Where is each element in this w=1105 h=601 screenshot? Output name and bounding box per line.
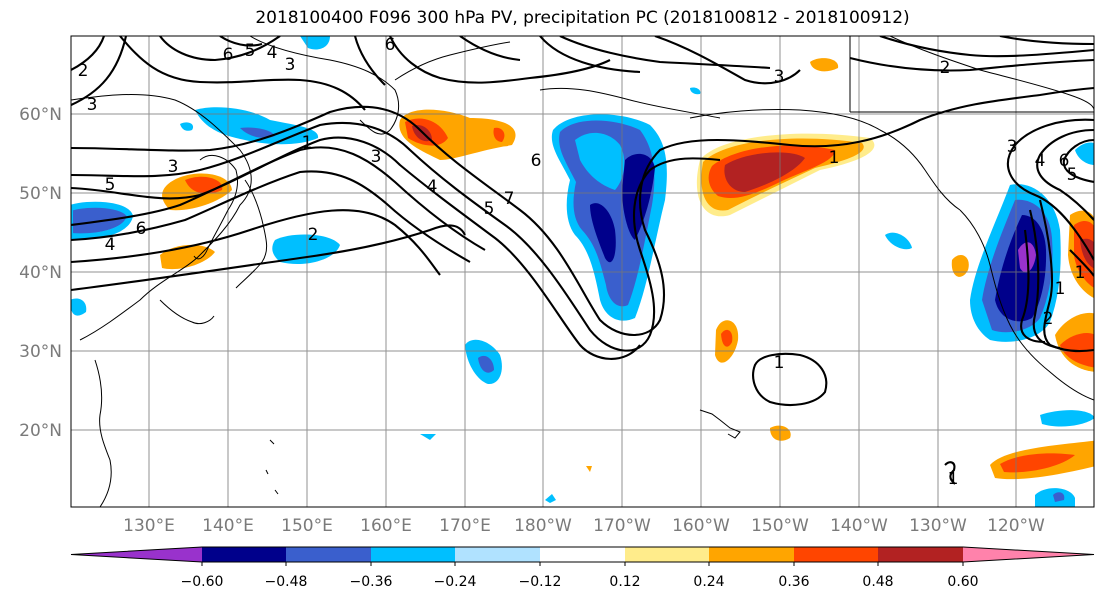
- pv-contour-label: 1: [1075, 263, 1086, 283]
- pv-contour-label: 4: [427, 177, 438, 197]
- lon-label: 150°E: [281, 516, 333, 536]
- colorbar-tick-label: 0.60: [947, 574, 978, 590]
- lon-label: 140°E: [202, 516, 254, 536]
- lon-label: 150°W: [751, 516, 809, 536]
- pv-contours: [71, 36, 1094, 485]
- colorbar-segment: [794, 547, 878, 562]
- lon-label: 130°W: [909, 516, 967, 536]
- lat-label: 30°N: [19, 342, 62, 362]
- colorbar-tick-label: −0.24: [434, 574, 477, 590]
- pv-contour-label: 1: [1055, 279, 1066, 299]
- lon-label: 170°E: [439, 516, 491, 536]
- colorbar-tick-label: −0.36: [350, 574, 393, 590]
- colorbar-tick-label: 0.36: [778, 574, 809, 590]
- pv-contour-label: 2: [78, 61, 89, 81]
- colorbar-segment: [71, 547, 202, 562]
- colorbar-segment: [540, 547, 625, 562]
- colorbar-tick-label: 0.48: [862, 574, 893, 590]
- pv-contour-label: 1: [774, 353, 785, 373]
- colorbar-segment: [963, 547, 1094, 562]
- lon-label: 170°W: [593, 516, 651, 536]
- pv-contour-label: 4: [1035, 151, 1046, 171]
- map-plot-area: 2 3 6 5 4 3 6 1 3 5 6 4 2 3 4 5 7 6 3 1 …: [71, 35, 1094, 507]
- pv-contour-label: 3: [1007, 137, 1018, 157]
- pv-contour-label: 3: [168, 157, 179, 177]
- pv-contour-labels: 2 3 6 5 4 3 6 1 3 5 6 4 2 3 4 5 7 6 3 1 …: [78, 35, 1086, 489]
- pv-contour-label: 6: [385, 35, 396, 55]
- lon-label: 130°E: [123, 516, 175, 536]
- colorbar-segment: [286, 547, 371, 562]
- colorbar-tick-label: 0.24: [693, 574, 724, 590]
- colorbar-tick-label: −0.12: [519, 574, 562, 590]
- pv-contour-label: 4: [267, 43, 278, 63]
- pv-contour-label: 2: [308, 225, 319, 245]
- map-title: 2018100400 F096 300 hPa PV, precipitatio…: [255, 8, 910, 28]
- colorbar-segment: [709, 547, 794, 562]
- pv-contour-label: 1: [948, 469, 959, 489]
- pv-contour-label: 6: [531, 151, 542, 171]
- pv-contour-label: 1: [829, 148, 840, 168]
- colorbar-tick-label: 0.12: [609, 574, 640, 590]
- pv-contour-label: 3: [285, 55, 296, 75]
- colorbar-segment: [455, 547, 540, 562]
- lat-label: 40°N: [19, 263, 62, 283]
- lon-label: 180°W: [514, 516, 572, 536]
- colorbar-tick-label: −0.48: [265, 574, 308, 590]
- pv-contour-label: 5: [484, 199, 495, 219]
- map-gridlines: [71, 36, 1094, 507]
- pv-contour-label: 5: [245, 41, 256, 61]
- precip-negative-shading: [71, 36, 1094, 507]
- colorbar-tick-label: −0.60: [181, 574, 224, 590]
- pv-contour-label: 7: [504, 189, 515, 209]
- pv-contour-label: 6: [136, 219, 147, 239]
- pv-contour-label: 2: [940, 58, 951, 78]
- pv-contour-label: 5: [105, 175, 116, 195]
- pv-contour-label: 5: [1067, 165, 1078, 185]
- latitude-axis: 60°N 50°N 40°N 30°N 20°N: [19, 105, 62, 441]
- pv-contour-label: 3: [87, 95, 98, 115]
- pv-contour-label: 6: [1059, 151, 1070, 171]
- lon-label: 160°W: [672, 516, 730, 536]
- pv-contour-label: 2: [1043, 309, 1054, 329]
- pv-contour-label: 1: [302, 133, 313, 153]
- coastlines: [71, 36, 1094, 507]
- colorbar-segment: [625, 547, 709, 562]
- lon-label: 120°W: [987, 516, 1045, 536]
- colorbar-ticks: −0.60 −0.48 −0.36 −0.24 −0.12 0.12 0.24 …: [181, 574, 979, 590]
- lat-label: 20°N: [19, 421, 62, 441]
- lon-label: 160°E: [360, 516, 412, 536]
- longitude-axis: 130°E 140°E 150°E 160°E 170°E 180°W 170°…: [123, 516, 1045, 536]
- lat-label: 60°N: [19, 105, 62, 125]
- lon-label: 140°W: [830, 516, 888, 536]
- colorbar-segment: [371, 547, 455, 562]
- pv-contour-label: 6: [223, 45, 234, 65]
- map-frame: [70, 35, 1095, 508]
- pv-contour-label: 3: [774, 67, 785, 87]
- pv-contour-label: 4: [105, 235, 116, 255]
- pv-contour-label: 3: [371, 147, 382, 167]
- colorbar-segment: [878, 547, 963, 562]
- lat-label: 50°N: [19, 184, 62, 204]
- colorbar: [70, 546, 1095, 566]
- colorbar-segment: [202, 547, 286, 562]
